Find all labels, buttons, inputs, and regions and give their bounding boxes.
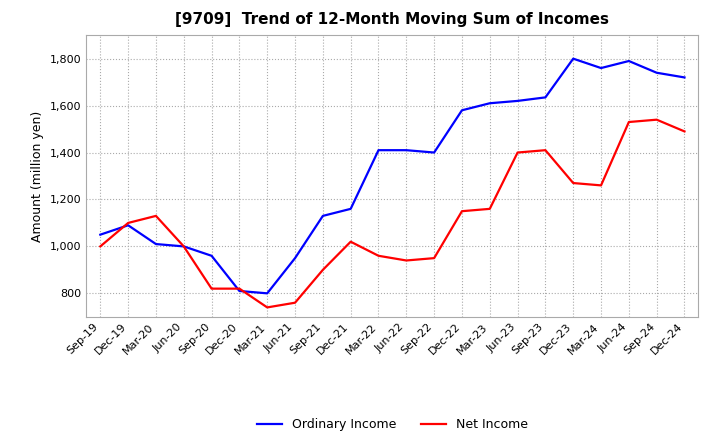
Ordinary Income [485, 101, 494, 106]
Legend: Ordinary Income, Net Income: Ordinary Income, Net Income [252, 413, 533, 436]
Net Income [374, 253, 383, 258]
Line: Ordinary Income: Ordinary Income [100, 59, 685, 293]
Ordinary Income [124, 223, 132, 228]
Net Income [207, 286, 216, 291]
Ordinary Income [597, 66, 606, 71]
Net Income [346, 239, 355, 244]
Y-axis label: Amount (million yen): Amount (million yen) [32, 110, 45, 242]
Ordinary Income [458, 108, 467, 113]
Net Income [291, 300, 300, 305]
Ordinary Income [346, 206, 355, 212]
Ordinary Income [541, 95, 550, 100]
Ordinary Income [569, 56, 577, 61]
Net Income [485, 206, 494, 212]
Title: [9709]  Trend of 12-Month Moving Sum of Incomes: [9709] Trend of 12-Month Moving Sum of I… [176, 12, 609, 27]
Net Income [541, 147, 550, 153]
Net Income [458, 209, 467, 214]
Ordinary Income [652, 70, 661, 75]
Net Income [569, 180, 577, 186]
Ordinary Income [318, 213, 327, 219]
Ordinary Income [207, 253, 216, 258]
Ordinary Income [235, 288, 243, 293]
Net Income [624, 119, 633, 125]
Ordinary Income [96, 232, 104, 237]
Net Income [263, 305, 271, 310]
Ordinary Income [179, 244, 188, 249]
Ordinary Income [624, 59, 633, 64]
Net Income [513, 150, 522, 155]
Net Income [652, 117, 661, 122]
Net Income [318, 267, 327, 272]
Net Income [597, 183, 606, 188]
Ordinary Income [680, 75, 689, 80]
Line: Net Income: Net Income [100, 120, 685, 308]
Net Income [96, 244, 104, 249]
Net Income [680, 129, 689, 134]
Ordinary Income [263, 291, 271, 296]
Net Income [152, 213, 161, 219]
Ordinary Income [374, 147, 383, 153]
Net Income [179, 244, 188, 249]
Net Income [235, 286, 243, 291]
Ordinary Income [513, 98, 522, 103]
Net Income [124, 220, 132, 226]
Ordinary Income [152, 242, 161, 247]
Ordinary Income [291, 256, 300, 261]
Net Income [402, 258, 410, 263]
Net Income [430, 256, 438, 261]
Ordinary Income [430, 150, 438, 155]
Ordinary Income [402, 147, 410, 153]
